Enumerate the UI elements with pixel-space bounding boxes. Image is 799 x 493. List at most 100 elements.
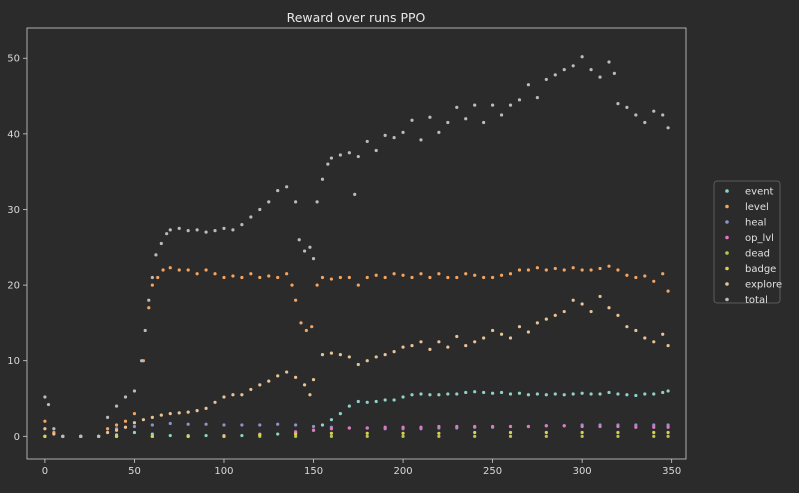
series-total [43,55,670,438]
data-point-explore [222,395,226,399]
data-point-heal [132,424,137,429]
data-point-total [186,229,190,233]
data-point-total [231,228,235,232]
data-point-total [329,156,334,160]
data-point-explore [643,336,647,340]
data-point-total [661,113,665,117]
data-point-level [419,272,423,276]
data-point-total [598,75,602,79]
data-point-explore [294,375,298,379]
data-point-level [455,275,459,280]
data-point-total [159,241,163,246]
data-point-heal [666,423,670,427]
data-point-badge [544,430,548,435]
data-point-total [437,130,441,134]
legend-marker-op_lvl [725,235,729,240]
data-point-dead [473,434,477,438]
x-tick-label: 300 [573,466,592,477]
data-point-level [177,268,181,272]
data-point-total [143,328,147,333]
plot-frame [26,27,687,460]
data-point-level [652,279,656,283]
data-point-total [356,154,360,159]
data-point-level [517,268,522,272]
data-point-event [535,392,539,396]
data-point-total [165,232,169,236]
data-point-level [168,266,172,270]
data-point-level [365,275,369,280]
data-point-explore [231,393,235,397]
data-point-badge [329,431,334,435]
data-point-event [526,393,531,397]
data-point-badge [114,434,119,438]
data-point-explore [625,325,629,329]
data-point-event [616,392,620,396]
data-point-total [652,109,656,113]
data-point-level [231,274,235,278]
data-point-total [123,395,128,399]
data-point-badge [222,434,226,438]
data-point-event [150,432,154,436]
data-point-explore [159,413,163,417]
data-point-explore [392,350,396,354]
data-point-explore [652,340,656,344]
data-point-level [535,266,539,270]
data-point-badge [652,430,656,435]
data-point-op_lvl [294,430,298,434]
data-point-explore [562,309,566,314]
x-tick-label: 150 [304,466,323,477]
data-point-event [347,404,351,408]
x-tick-label: 200 [394,466,413,477]
data-point-explore [571,298,575,302]
data-point-event [437,393,441,397]
data-point-event [374,399,378,404]
data-point-explore [661,332,665,336]
data-point-event [490,391,495,395]
data-point-level [508,272,513,276]
data-point-level [267,274,271,278]
data-point-total [132,389,137,393]
data-point-heal [240,423,244,427]
data-point-level [464,272,468,276]
legend-marker-total [725,297,729,302]
data-point-total [508,103,513,107]
data-point-level [490,275,495,280]
data-point-level [374,273,378,277]
data-point-event [240,433,244,438]
data-point-event [410,393,414,397]
data-point-level [589,268,593,272]
data-point-level [580,268,584,272]
data-point-total [526,83,531,87]
data-point-event [320,423,325,427]
data-point-explore [285,370,289,374]
data-point-total [97,434,101,438]
data-point-level [666,289,670,293]
data-point-level [315,283,319,287]
data-point-level [329,277,334,281]
data-point-level [213,272,217,276]
y-tick-label: 0 [14,432,20,443]
data-point-explore [258,383,262,387]
data-point-explore [544,317,548,321]
data-point-op_lvl [580,424,584,429]
data-point-explore [401,345,405,349]
data-point-dead [437,434,441,438]
data-point-total [338,153,342,157]
data-point-total [222,226,226,230]
data-point-total [204,230,208,234]
data-point-total [490,103,495,107]
data-point-total [267,200,271,204]
data-point-event [562,393,566,397]
data-point-explore [365,359,369,363]
data-point-total [285,185,289,189]
data-point-total [353,192,357,196]
data-point-level [186,268,190,272]
data-point-op_lvl [598,424,602,429]
data-point-explore [186,410,190,414]
data-point-total [154,253,158,257]
data-point-explore [482,336,486,340]
data-point-badge [580,430,584,435]
data-point-explore [195,409,199,413]
data-point-op_lvl [347,426,351,430]
